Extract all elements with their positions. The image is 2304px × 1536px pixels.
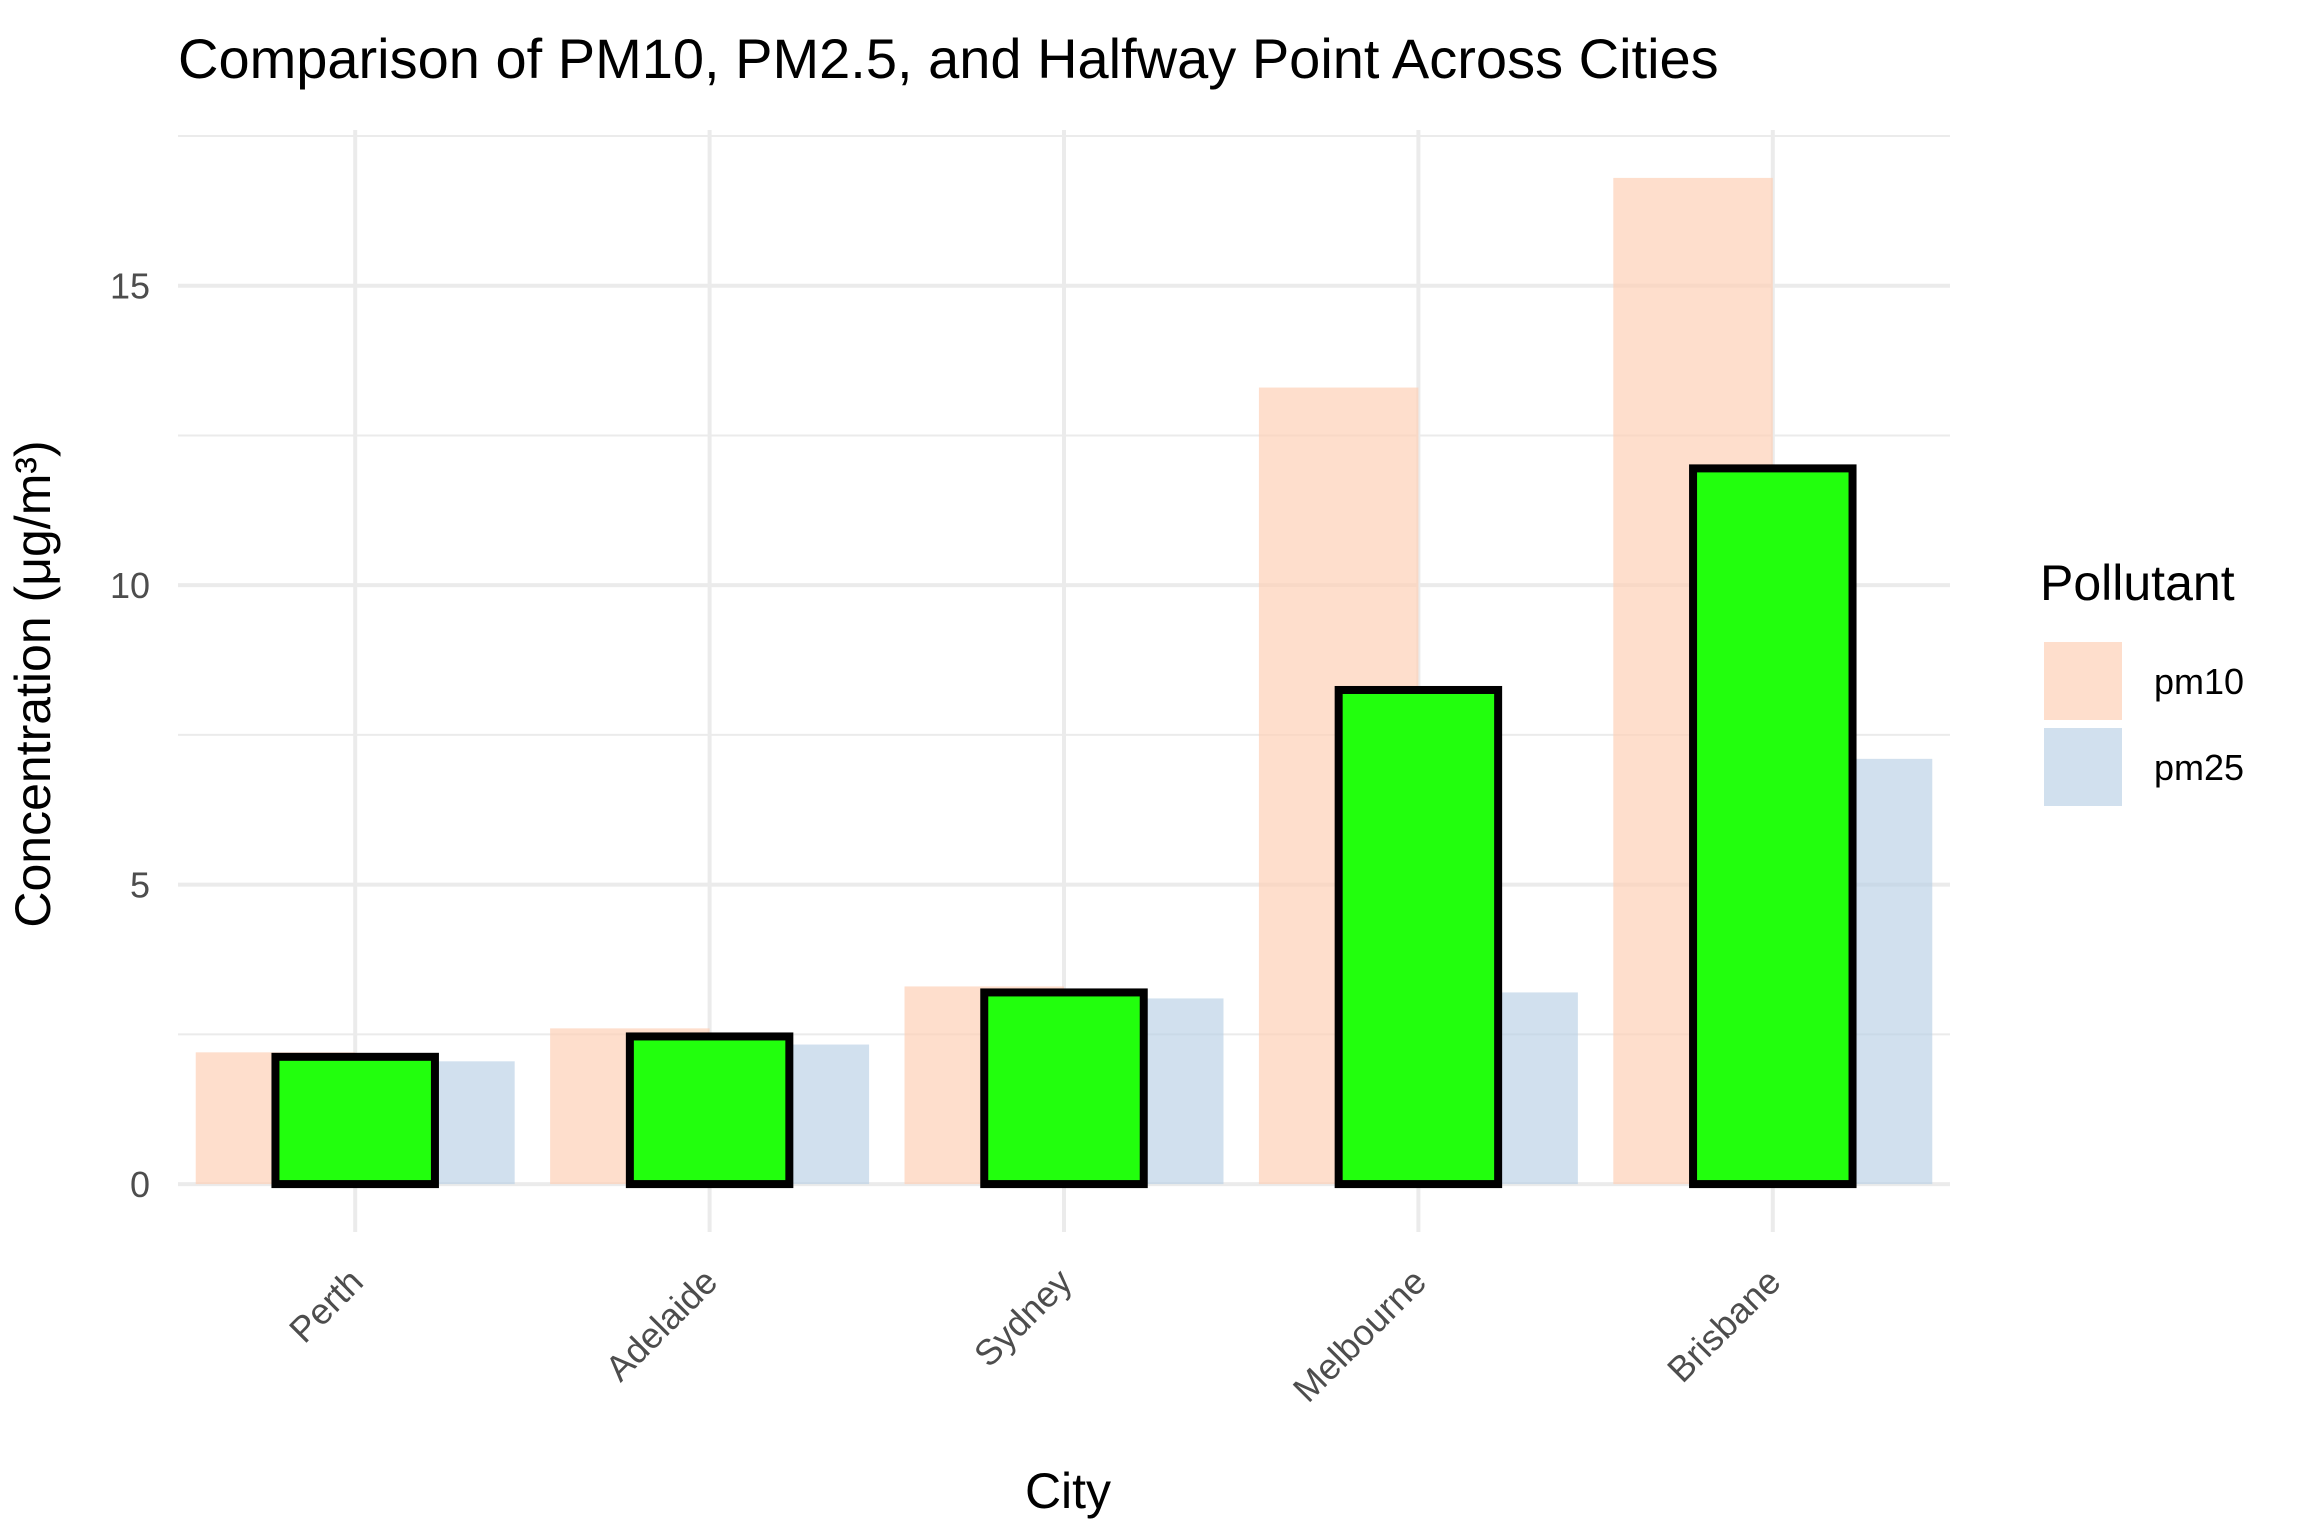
bar-halfway-adelaide — [625, 1032, 794, 1189]
y-tick-label-0: 0 — [130, 1164, 150, 1205]
x-tick-label-perth: Perth — [281, 1261, 371, 1351]
y-tick-label-15: 15 — [110, 266, 150, 307]
y-tick-label-5: 5 — [130, 865, 150, 906]
x-tick-label-brisbane: Brisbane — [1659, 1261, 1788, 1390]
bar-halfway-sydney — [980, 988, 1148, 1189]
x-axis-ticks: Perth Adelaide Sydney Melbourne Brisbane — [281, 1261, 1788, 1410]
legend-title: Pollutant — [2040, 555, 2235, 611]
x-axis-title: City — [1025, 1463, 1111, 1519]
y-axis-title: Concentration (μg/m³) — [5, 440, 61, 927]
x-tick-label-melbourne: Melbourne — [1285, 1261, 1434, 1410]
bar-halfway-perth — [271, 1052, 439, 1189]
y-axis-ticks: 0 5 10 15 — [110, 266, 150, 1205]
legend: Pollutant pm10 pm25 — [2040, 555, 2244, 806]
halfway-bars — [271, 464, 1857, 1189]
legend-swatch-pm25 — [2044, 728, 2122, 806]
legend-label-pm10: pm10 — [2154, 661, 2244, 702]
chart-title: Comparison of PM10, PM2.5, and Halfway P… — [178, 27, 1719, 90]
x-tick-label-sydney: Sydney — [966, 1261, 1080, 1375]
legend-swatch-pm10 — [2044, 642, 2122, 720]
bar-halfway-brisbane — [1689, 464, 1857, 1189]
x-tick-label-adelaide: Adelaide — [597, 1261, 725, 1389]
y-tick-label-10: 10 — [110, 565, 150, 606]
bar-halfway-melbourne — [1334, 685, 1503, 1189]
legend-label-pm25: pm25 — [2154, 747, 2244, 788]
